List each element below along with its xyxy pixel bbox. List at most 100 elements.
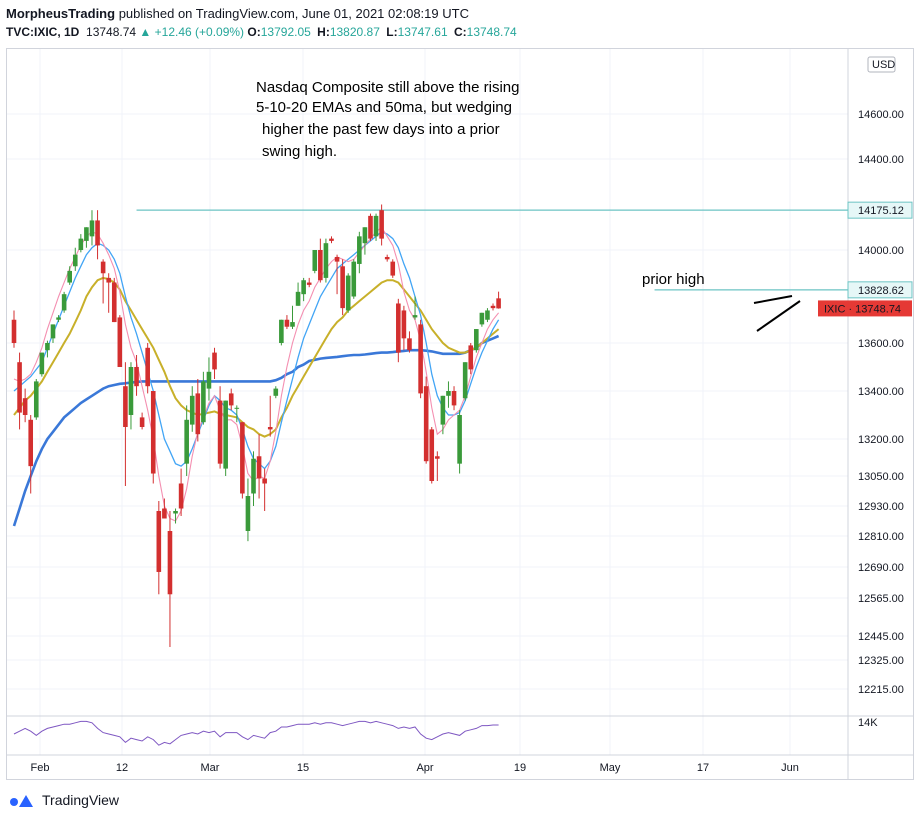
annotation-text: swing high. bbox=[262, 143, 337, 160]
candle bbox=[139, 417, 145, 427]
candle bbox=[251, 458, 256, 494]
candle bbox=[89, 220, 95, 237]
candle bbox=[267, 427, 273, 430]
candle bbox=[106, 277, 111, 283]
price-tick-label: 12810.00 bbox=[858, 531, 904, 543]
candle bbox=[295, 291, 301, 306]
candle bbox=[262, 478, 267, 484]
candle bbox=[150, 391, 156, 474]
candle bbox=[61, 294, 67, 311]
lower-pane-tick-label: 14K bbox=[858, 717, 878, 729]
candle bbox=[178, 483, 184, 509]
time-axis[interactable]: Feb 12 Mar 15 Apr 19 May 17 Jun bbox=[31, 762, 799, 774]
price-tick-label: 14600.00 bbox=[858, 109, 904, 121]
close-label: C: bbox=[453, 25, 467, 39]
candle bbox=[379, 210, 384, 239]
candle bbox=[22, 398, 28, 415]
time-tick-label: 12 bbox=[116, 762, 128, 774]
candle bbox=[84, 227, 89, 241]
moving-averages bbox=[12, 226, 500, 527]
price-label: 13828.62 bbox=[858, 285, 904, 297]
candle bbox=[446, 391, 451, 396]
candle bbox=[245, 496, 251, 531]
candle bbox=[474, 329, 479, 351]
footer-brand[interactable]: TradingView bbox=[42, 792, 120, 808]
prior-high-label: prior high bbox=[642, 271, 705, 288]
candle bbox=[111, 282, 117, 323]
candle bbox=[173, 511, 178, 514]
high-value: 13820.87 bbox=[329, 25, 380, 39]
price-axis[interactable]: 14600.00 14400.00 14000.00 13600.00 13400.00… bbox=[818, 56, 913, 696]
author-name[interactable]: MorpheusTrading bbox=[6, 6, 116, 21]
price-tick-label: 13400.00 bbox=[858, 386, 904, 398]
candle bbox=[162, 508, 167, 519]
price-tick-label: 12565.00 bbox=[858, 593, 904, 605]
time-tick-label: Mar bbox=[201, 762, 220, 774]
candle bbox=[451, 391, 457, 406]
symbol-line: TVC:IXIC, 1D 13748.74 ▲ +12.46 (+0.09%) … bbox=[6, 24, 916, 41]
candle bbox=[228, 393, 234, 406]
ma50-line bbox=[12, 334, 500, 527]
candle bbox=[440, 395, 446, 425]
time-tick-label: Jun bbox=[781, 762, 799, 774]
candle bbox=[496, 298, 501, 309]
candle bbox=[145, 347, 150, 387]
candle bbox=[223, 400, 228, 469]
candle bbox=[33, 381, 39, 418]
time-tick-label: May bbox=[600, 762, 621, 774]
publish-info: published on TradingView.com, June 01, 2… bbox=[118, 6, 469, 21]
candle bbox=[306, 282, 312, 285]
candle bbox=[206, 371, 212, 389]
price-chart[interactable]: 14600.00 14400.00 14000.00 13600.00 13400.00… bbox=[0, 0, 923, 790]
annotations: Nasdaq Composite still above the rising 5… bbox=[256, 79, 705, 288]
price-label-box bbox=[847, 281, 913, 299]
candle bbox=[284, 319, 290, 327]
time-tick-label: 17 bbox=[697, 762, 709, 774]
annotation-text: Nasdaq Composite still above the rising bbox=[256, 79, 519, 96]
candle bbox=[345, 275, 351, 311]
time-tick-label: Feb bbox=[31, 762, 50, 774]
currency-badge bbox=[867, 56, 896, 73]
price-tick-label: 13050.00 bbox=[858, 471, 904, 483]
candle bbox=[390, 261, 396, 276]
candle bbox=[351, 261, 357, 297]
candle bbox=[435, 456, 440, 459]
candle bbox=[273, 388, 279, 396]
candle bbox=[201, 381, 206, 423]
candle bbox=[357, 236, 362, 264]
candle bbox=[184, 419, 189, 464]
candle bbox=[340, 266, 345, 309]
candle bbox=[457, 415, 462, 464]
last-price-box bbox=[818, 300, 912, 317]
price-label-box bbox=[847, 201, 913, 219]
candle bbox=[490, 305, 496, 309]
candle bbox=[28, 419, 34, 467]
candle bbox=[234, 407, 240, 409]
ema5-line bbox=[13, 226, 500, 522]
price-label: 14175.12 bbox=[858, 205, 904, 217]
candle bbox=[362, 227, 368, 244]
candle bbox=[72, 254, 78, 267]
candle bbox=[373, 215, 379, 237]
candle bbox=[17, 362, 22, 413]
price-tick-label: 14000.00 bbox=[858, 245, 904, 257]
candle bbox=[418, 324, 423, 394]
price-tick-label: 12690.00 bbox=[858, 562, 904, 574]
candle bbox=[368, 215, 373, 239]
candle bbox=[95, 220, 100, 246]
open-label: O: bbox=[247, 25, 261, 39]
time-tick-label: Apr bbox=[416, 762, 433, 774]
candle bbox=[479, 312, 485, 325]
candle bbox=[156, 511, 162, 572]
candle bbox=[217, 400, 223, 464]
tradingview-logo-icon[interactable] bbox=[8, 791, 36, 809]
candle bbox=[334, 256, 340, 262]
low-label: L: bbox=[386, 25, 398, 39]
price-change: +12.46 (+0.09%) bbox=[154, 25, 245, 39]
candle bbox=[123, 386, 128, 427]
wedge-lower-line bbox=[756, 300, 801, 332]
candle bbox=[329, 238, 334, 241]
candle bbox=[67, 270, 72, 283]
candle bbox=[323, 243, 329, 278]
chart-header: MorpheusTrading published on TradingView… bbox=[6, 5, 916, 41]
